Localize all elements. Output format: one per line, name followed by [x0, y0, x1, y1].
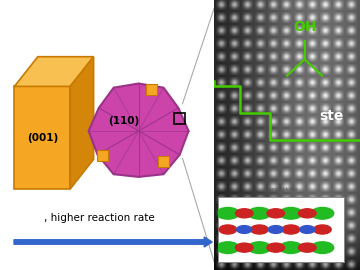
Circle shape	[300, 226, 315, 233]
Circle shape	[267, 243, 284, 252]
Text: (110): (110)	[108, 116, 139, 126]
Polygon shape	[70, 57, 94, 189]
Circle shape	[311, 207, 334, 219]
Circle shape	[298, 243, 316, 252]
Bar	[97, 150, 108, 161]
Circle shape	[217, 242, 239, 254]
Circle shape	[280, 242, 302, 254]
Text: OH: OH	[293, 20, 316, 34]
Text: ste: ste	[319, 109, 343, 123]
Circle shape	[282, 225, 300, 234]
Text: (001): (001)	[27, 133, 58, 143]
Circle shape	[280, 207, 302, 219]
Circle shape	[237, 226, 252, 233]
FancyArrow shape	[14, 237, 212, 247]
Circle shape	[219, 225, 237, 234]
Circle shape	[235, 209, 253, 218]
Circle shape	[311, 242, 334, 254]
Bar	[214, 0, 360, 270]
Bar	[174, 113, 185, 124]
Text: , higher reaction rate: , higher reaction rate	[44, 213, 155, 223]
Polygon shape	[14, 86, 70, 189]
Circle shape	[251, 225, 268, 234]
Polygon shape	[89, 83, 189, 177]
Circle shape	[217, 207, 239, 219]
Bar	[145, 85, 157, 96]
Bar	[158, 156, 169, 167]
Circle shape	[268, 226, 283, 233]
Circle shape	[314, 225, 331, 234]
Polygon shape	[14, 57, 94, 86]
Circle shape	[248, 242, 271, 254]
Text: perovskite: perovskite	[264, 187, 297, 192]
Circle shape	[248, 207, 271, 219]
Bar	[0, 0, 214, 270]
Circle shape	[298, 209, 316, 218]
Circle shape	[235, 243, 253, 252]
Circle shape	[267, 209, 284, 218]
